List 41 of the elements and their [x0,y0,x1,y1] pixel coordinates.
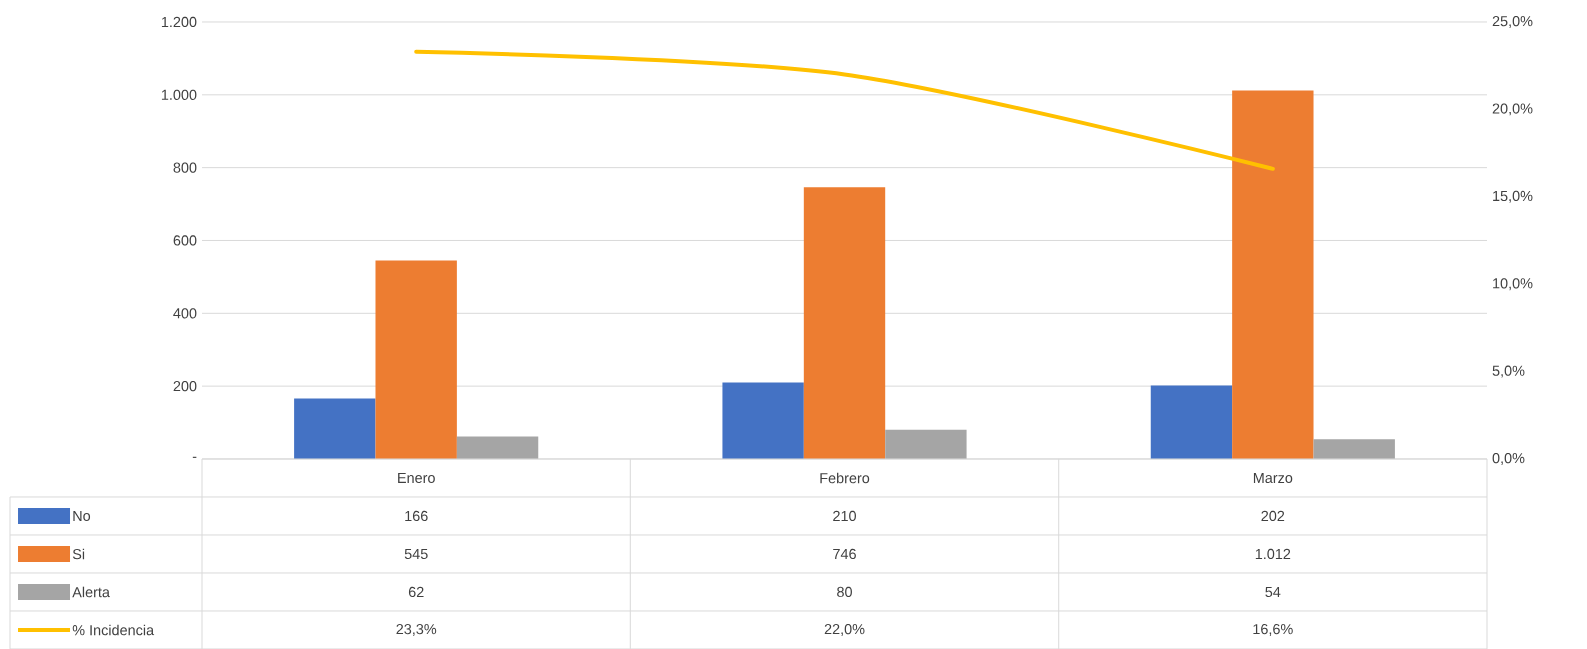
bar [375,260,457,459]
bar [294,398,376,459]
y-tick-label: 600 [173,235,197,246]
data-label: 62 [408,586,424,598]
data-label: 166 [405,510,428,522]
legend-label: Alerta [72,586,110,598]
bar [456,436,539,459]
y2-tick-label: 5,0% [1492,365,1525,378]
bar [885,429,967,459]
y2-tick-label: 15,0% [1493,190,1533,203]
data-label: 16,6% [1253,624,1293,636]
y-tick-label: - [192,456,197,458]
legend-label: No [73,510,91,522]
bar [1313,439,1395,459]
y-tick-label: 1.000 [161,89,197,100]
x-tick-label: Febrero [820,472,870,484]
y-tick-label: 400 [173,308,197,319]
data-label: 22,0% [824,624,865,636]
bar [722,382,804,459]
y-tick-label: 1.200 [161,16,197,28]
data-label: 23,3% [396,624,437,636]
x-tick-label: Marzo [1253,472,1293,484]
y-tick-label: 200 [173,381,197,392]
x-tick-label: Enero [398,472,435,484]
data-label: 1.012 [1255,548,1291,560]
y2-tick-label: 0,0% [1492,453,1525,465]
y2-tick-label: 20,0% [1492,103,1533,116]
data-label: 746 [833,548,856,560]
data-label: 54 [1265,586,1281,598]
data-label: 210 [833,510,856,522]
data-label: 545 [404,548,428,560]
bar [1150,385,1233,459]
y2-tick-label: 10,0% [1493,278,1533,291]
legend-label: % Incidencia [72,624,155,636]
bar [1232,90,1314,459]
data-label: 202 [1261,510,1285,522]
data-label: 80 [837,586,852,598]
y2-tick-label: 25,0% [1492,16,1533,28]
legend-label: Si [72,548,85,560]
y-tick-label: 800 [173,162,197,173]
bar [803,187,886,459]
